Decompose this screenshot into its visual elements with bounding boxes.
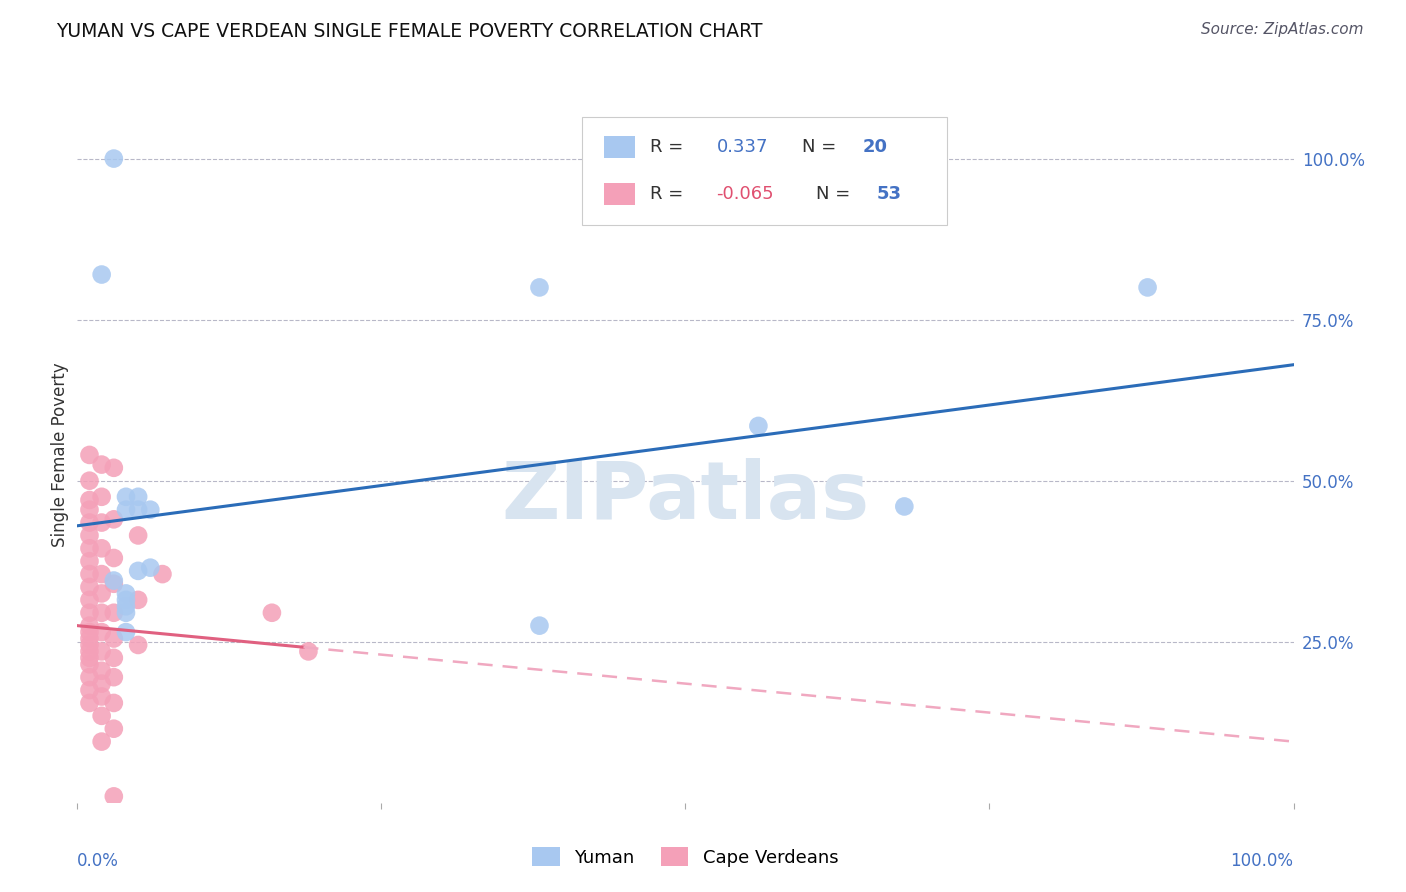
Point [115, 502, 138, 516]
Text: YUMAN VS CAPE VERDEAN SINGLE FEMALE POVERTY CORRELATION CHART: YUMAN VS CAPE VERDEAN SINGLE FEMALE POVE… [56, 22, 762, 41]
Text: N =: N = [817, 185, 851, 203]
Point [297, 644, 319, 658]
Point [893, 500, 915, 514]
Point [115, 490, 138, 504]
Point [103, 512, 125, 526]
Point [103, 670, 125, 684]
Point [79, 448, 101, 462]
Point [90, 676, 112, 690]
Point [115, 606, 138, 620]
Point [79, 696, 101, 710]
Point [79, 516, 101, 530]
Point [103, 651, 125, 665]
Point [103, 551, 125, 566]
Point [79, 541, 101, 556]
Point [79, 625, 101, 640]
Bar [605, 183, 636, 205]
Y-axis label: Single Female Poverty: Single Female Poverty [51, 363, 69, 547]
Point [79, 683, 101, 698]
Point [103, 152, 125, 166]
Point [103, 574, 125, 588]
Point [747, 419, 769, 434]
Point [529, 280, 551, 294]
Point [79, 670, 101, 684]
Point [79, 632, 101, 646]
Point [79, 644, 101, 658]
Point [90, 458, 112, 472]
Point [127, 528, 149, 542]
Text: 20: 20 [862, 137, 887, 156]
Point [90, 567, 112, 582]
Point [152, 567, 174, 582]
Point [79, 493, 101, 508]
Point [103, 606, 125, 620]
Point [115, 586, 138, 600]
Text: ZIPatlas: ZIPatlas [502, 458, 869, 536]
Point [90, 625, 112, 640]
Point [90, 644, 112, 658]
Text: R =: R = [650, 185, 683, 203]
Point [79, 528, 101, 542]
Point [90, 516, 112, 530]
Point [127, 490, 149, 504]
Text: N =: N = [801, 137, 837, 156]
Point [115, 625, 138, 640]
Point [79, 580, 101, 594]
Point [79, 592, 101, 607]
Point [139, 560, 162, 574]
Text: 0.0%: 0.0% [77, 852, 120, 870]
Point [79, 657, 101, 672]
Point [90, 690, 112, 704]
Point [103, 722, 125, 736]
Point [79, 638, 101, 652]
Point [90, 734, 112, 748]
Text: R =: R = [650, 137, 683, 156]
Point [1136, 280, 1159, 294]
Point [79, 567, 101, 582]
Text: Source: ZipAtlas.com: Source: ZipAtlas.com [1201, 22, 1364, 37]
Point [115, 599, 138, 614]
Point [103, 632, 125, 646]
Point [127, 502, 149, 516]
Point [79, 554, 101, 568]
Point [79, 618, 101, 632]
Point [79, 606, 101, 620]
Point [127, 592, 149, 607]
Point [90, 541, 112, 556]
Point [260, 606, 283, 620]
Point [90, 268, 112, 282]
Point [127, 564, 149, 578]
Point [529, 618, 551, 632]
Point [103, 789, 125, 804]
Text: -0.065: -0.065 [717, 185, 775, 203]
Point [139, 502, 162, 516]
Point [127, 638, 149, 652]
Point [90, 606, 112, 620]
Point [90, 586, 112, 600]
Point [103, 696, 125, 710]
Point [90, 490, 112, 504]
Point [79, 502, 101, 516]
Point [90, 708, 112, 723]
Legend: Yuman, Cape Verdeans: Yuman, Cape Verdeans [526, 840, 845, 874]
Text: 100.0%: 100.0% [1230, 852, 1294, 870]
Text: 0.337: 0.337 [717, 137, 768, 156]
Point [79, 474, 101, 488]
Point [103, 576, 125, 591]
Text: 53: 53 [877, 185, 903, 203]
Point [103, 460, 125, 475]
Point [90, 664, 112, 678]
Point [115, 592, 138, 607]
Bar [605, 136, 636, 158]
FancyBboxPatch shape [582, 118, 946, 226]
Point [79, 651, 101, 665]
